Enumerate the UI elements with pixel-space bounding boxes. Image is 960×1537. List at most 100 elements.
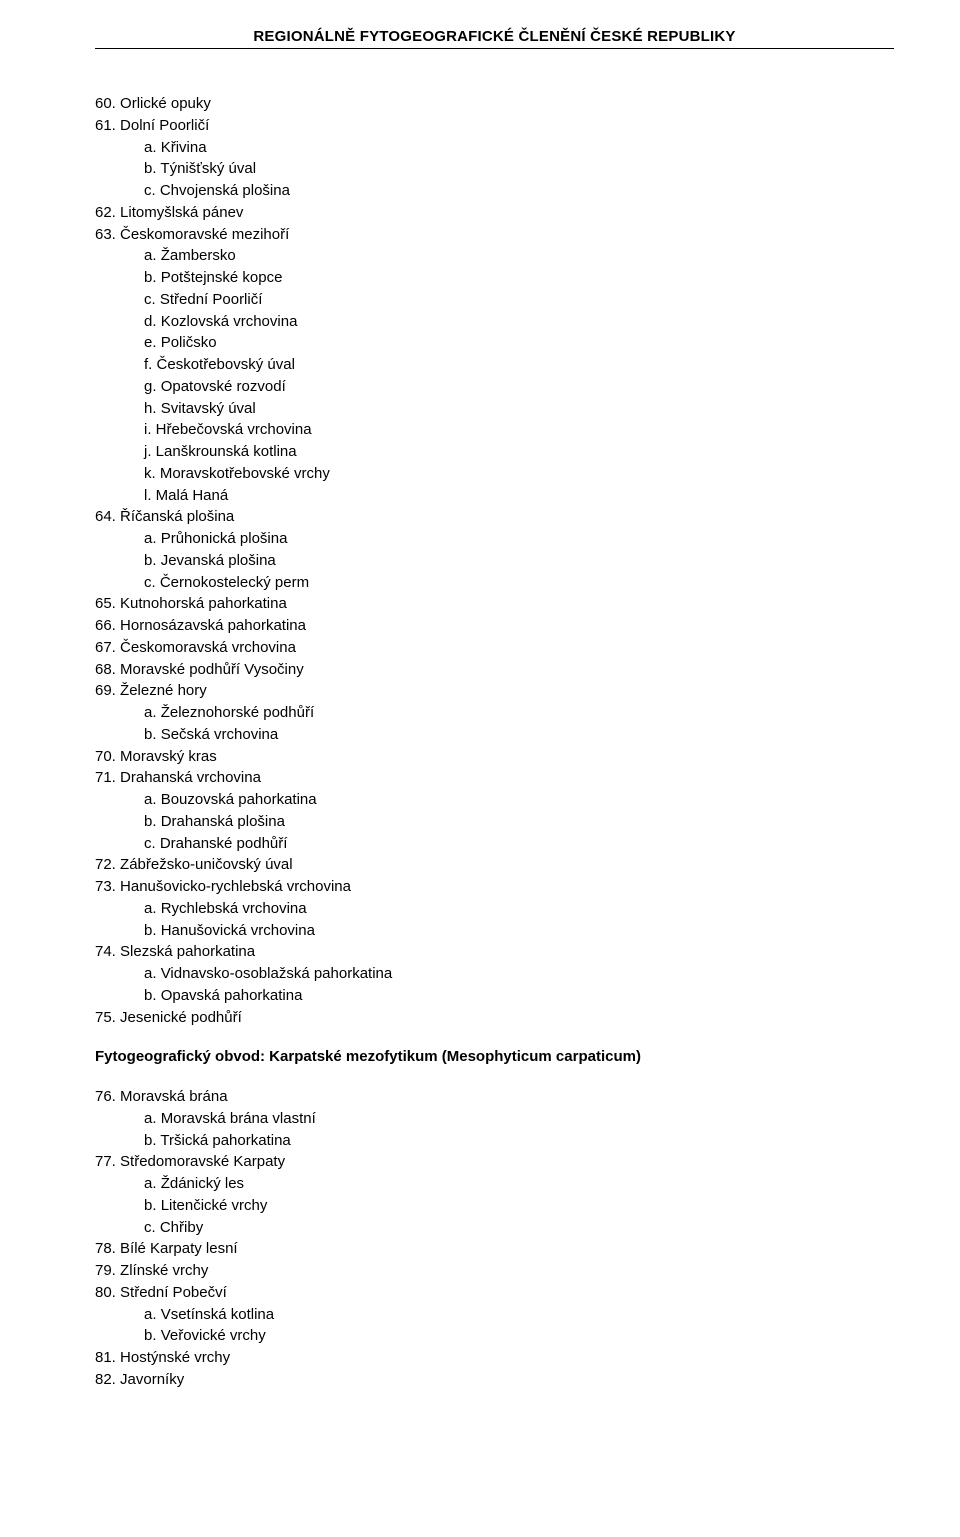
subitem-letter: k.	[144, 465, 156, 482]
subitem-text: Rychlebská vrchovina	[161, 900, 307, 917]
list-item: 65. Kutnohorská pahorkatina	[95, 593, 894, 615]
list-subitem: b. Potštejnské kopce	[95, 267, 894, 289]
subitem-text: Veřovické vrchy	[161, 1327, 266, 1344]
item-number: 69.	[95, 682, 116, 699]
item-number: 60.	[95, 95, 116, 112]
item-number: 64.	[95, 508, 116, 525]
subitem-letter: b.	[144, 1197, 157, 1214]
item-text: Hostýnské vrchy	[120, 1349, 230, 1366]
item-text: Českomoravská vrchovina	[120, 639, 296, 656]
subitem-letter: b.	[144, 726, 157, 743]
list-item: 78. Bílé Karpaty lesní	[95, 1238, 894, 1260]
subitem-letter: f.	[144, 356, 152, 373]
item-number: 68.	[95, 661, 116, 678]
list-subitem: a. Moravská brána vlastní	[95, 1108, 894, 1130]
list-subitem: h. Svitavský úval	[95, 398, 894, 420]
list-subitem: a. Bouzovská pahorkatina	[95, 789, 894, 811]
item-text: Moravský kras	[120, 748, 217, 765]
subitem-letter: b.	[144, 987, 157, 1004]
subitem-letter: l.	[144, 487, 152, 504]
subitem-text: Poličsko	[161, 334, 217, 351]
item-number: 65.	[95, 595, 116, 612]
subitem-text: Drahanská plošina	[161, 813, 285, 830]
item-text: Bílé Karpaty lesní	[120, 1240, 238, 1257]
subitem-text: Lanškrounská kotlina	[156, 443, 297, 460]
subitem-text: Jevanská plošina	[161, 552, 276, 569]
item-text: Železné hory	[120, 682, 207, 699]
item-number: 77.	[95, 1153, 116, 1170]
item-number: 75.	[95, 1009, 116, 1026]
subitem-text: Litenčické vrchy	[161, 1197, 268, 1214]
list-item: 63. Českomoravské mezihoří	[95, 224, 894, 246]
list-subitem: l. Malá Haná	[95, 485, 894, 507]
section-heading: Fytogeografický obvod: Karpatské mezofyt…	[95, 1046, 894, 1068]
item-text: Javorníky	[120, 1371, 184, 1388]
subitem-letter: c.	[144, 182, 156, 199]
item-text: Drahanská vrchovina	[120, 769, 261, 786]
item-number: 76.	[95, 1088, 116, 1105]
item-number: 71.	[95, 769, 116, 786]
list-item: 81. Hostýnské vrchy	[95, 1347, 894, 1369]
item-number: 78.	[95, 1240, 116, 1257]
list-subitem: b. Drahanská plošina	[95, 811, 894, 833]
subitem-text: Týnišťský úval	[160, 160, 256, 177]
list-item: 75. Jesenické podhůří	[95, 1007, 894, 1029]
item-text: Orlické opuky	[120, 95, 211, 112]
item-text: Moravská brána	[120, 1088, 228, 1105]
subitem-letter: b.	[144, 269, 157, 286]
list-item: 79. Zlínské vrchy	[95, 1260, 894, 1282]
subitem-text: Opatovské rozvodí	[161, 378, 286, 395]
subitem-text: Černokostelecký perm	[160, 574, 309, 591]
list-item: 74. Slezská pahorkatina	[95, 941, 894, 963]
list-subitem: e. Poličsko	[95, 332, 894, 354]
subitem-text: Žambersko	[161, 247, 236, 264]
subitem-text: Malá Haná	[156, 487, 229, 504]
item-number: 70.	[95, 748, 116, 765]
list-subitem: i. Hřebečovská vrchovina	[95, 419, 894, 441]
item-text: Říčanská plošina	[120, 508, 234, 525]
subitem-text: Drahanské podhůří	[160, 835, 288, 852]
list-item: 64. Říčanská plošina	[95, 506, 894, 528]
subitem-text: Střední Poorličí	[160, 291, 263, 308]
list-subitem: a. Vsetínská kotlina	[95, 1304, 894, 1326]
subitem-text: Křivina	[161, 139, 207, 156]
list-item: 72. Zábřežsko-uničovský úval	[95, 854, 894, 876]
list-subitem: k. Moravskotřebovské vrchy	[95, 463, 894, 485]
subitem-letter: e.	[144, 334, 157, 351]
item-number: 61.	[95, 117, 116, 134]
item-text: Dolní Poorličí	[120, 117, 209, 134]
list-subitem: b. Jevanská plošina	[95, 550, 894, 572]
subitem-text: Vsetínská kotlina	[161, 1306, 274, 1323]
list-subitem: b. Hanušovická vrchovina	[95, 920, 894, 942]
subitem-text: Chvojenská plošina	[160, 182, 290, 199]
subitem-text: Průhonická plošina	[161, 530, 288, 547]
subitem-letter: a.	[144, 530, 157, 547]
list-item: 70. Moravský kras	[95, 746, 894, 768]
item-text: Středomoravské Karpaty	[120, 1153, 285, 1170]
item-number: 73.	[95, 878, 116, 895]
item-text: Zlínské vrchy	[120, 1262, 208, 1279]
list-subitem: b. Opavská pahorkatina	[95, 985, 894, 1007]
subitem-letter: b.	[144, 813, 157, 830]
subitem-letter: b.	[144, 1132, 157, 1149]
subitem-text: Tršická pahorkatina	[160, 1132, 290, 1149]
item-text: Zábřežsko-uničovský úval	[120, 856, 293, 873]
subitem-letter: c.	[144, 291, 156, 308]
subitem-letter: a.	[144, 704, 157, 721]
list-subitem: b. Sečská vrchovina	[95, 724, 894, 746]
list-subitem: a. Žambersko	[95, 245, 894, 267]
list-subitem: c. Střední Poorličí	[95, 289, 894, 311]
item-text: Slezská pahorkatina	[120, 943, 255, 960]
list-subitem: c. Chřiby	[95, 1217, 894, 1239]
subitem-letter: c.	[144, 835, 156, 852]
list-item: 80. Střední Pobečví	[95, 1282, 894, 1304]
list-item: 66. Hornosázavská pahorkatina	[95, 615, 894, 637]
subitem-letter: c.	[144, 1219, 156, 1236]
list-subitem: g. Opatovské rozvodí	[95, 376, 894, 398]
item-number: 80.	[95, 1284, 116, 1301]
subitem-text: Moravská brána vlastní	[161, 1110, 316, 1127]
subitem-letter: d.	[144, 313, 157, 330]
item-number: 62.	[95, 204, 116, 221]
list-subitem: a. Železnohorské podhůří	[95, 702, 894, 724]
subitem-text: Hanušovická vrchovina	[161, 922, 315, 939]
